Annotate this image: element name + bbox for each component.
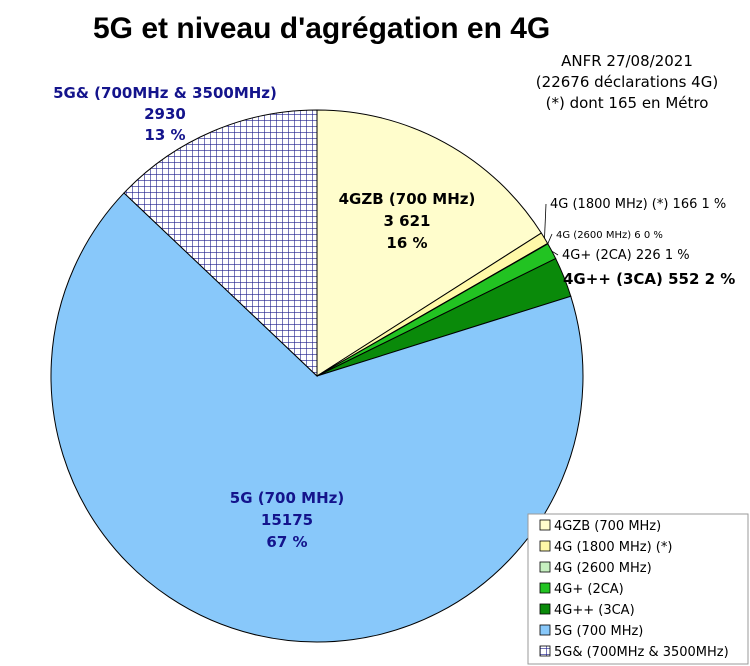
annotation: ANFR 27/08/2021 (22676 déclarations 4G) … — [536, 52, 718, 112]
slice-5g-700-mhz — [50, 192, 584, 643]
slice-label-4g-2ca-1: 4G+ (2CA) 226 1 % — [562, 248, 690, 263]
slice-label-4g-1800-mhz-1: 4G (1800 MHz) (*) 166 1 % — [550, 197, 726, 212]
leader-line-4g-2600-mhz — [547, 233, 553, 244]
leader-line-4g-2ca — [551, 250, 559, 256]
slice-label-5g-700mhz-3500mhz-3: 13 % — [144, 126, 185, 144]
legend-swatch-4g-1800-mhz — [539, 540, 551, 552]
legend-swatch-5g-700-mhz — [539, 624, 551, 636]
slice-label-5g-700-mhz-1: 5G (700 MHz) — [230, 489, 344, 507]
annotation-line-1: ANFR 27/08/2021 — [561, 52, 693, 70]
legend-swatch-4g-2ca — [539, 582, 551, 594]
legend-label-4gzb-700-mhz: 4GZB (700 MHz) — [554, 519, 661, 534]
legend-box — [527, 513, 749, 665]
slice-label-5g-700mhz-3500mhz-1: 5G& (700MHz & 3500MHz) — [53, 84, 277, 102]
slice-label-5g-700-mhz-3: 67 % — [266, 533, 307, 551]
chart-title: 5G et niveau d'agrégation en 4G — [93, 12, 550, 45]
slice-5g-700mhz-3500mhz — [123, 109, 318, 378]
slice-label-5g-700mhz-3500mhz-2: 2930 — [144, 105, 186, 123]
legend-label-4g-2600-mhz: 4G (2600 MHz) — [554, 561, 652, 576]
legend-swatch-4g-2600-mhz — [539, 561, 551, 573]
legend-swatch-5g-700mhz-3500mhz — [539, 645, 551, 657]
pie-slices — [50, 109, 584, 643]
slice-label-5g-700-mhz-2: 15175 — [261, 511, 313, 529]
legend-label-5g-700mhz-3500mhz: 5G& (700MHz & 3500MHz) — [554, 645, 729, 660]
annotation-line-2: (22676 déclarations 4G) — [536, 73, 718, 91]
legend: 4GZB (700 MHz) 4G (1800 MHz) (*) 4G (2600 … — [527, 513, 749, 665]
legend-label-5g-700-mhz: 5G (700 MHz) — [554, 624, 643, 639]
legend-swatch-4gzb-700-mhz — [539, 519, 551, 531]
slice-label-4gzb-700-mhz-1: 4GZB (700 MHz) — [339, 190, 476, 208]
slice-label-4gzb-700-mhz-2: 3 621 — [384, 212, 431, 230]
slice-labels: 4GZB (700 MHz) 3 621 16 % 4G (1800 MHz) (*)… — [53, 84, 735, 551]
slice-label-4gzb-700-mhz-3: 16 % — [386, 234, 427, 252]
legend-label-4g-1800-mhz: 4G (1800 MHz) (*) — [554, 540, 672, 555]
slice-label-4g-3ca-1: 4G++ (3CA) 552 2 % — [563, 270, 735, 288]
leader-line-4g-1800-mhz — [544, 203, 547, 239]
slice-label-4g-2600-mhz-1: 4G (2600 MHz) 6 0 % — [556, 230, 663, 241]
legend-label-4g-3ca: 4G++ (3CA) — [554, 603, 635, 618]
annotation-line-3: (*) dont 165 en Métro — [546, 94, 709, 112]
legend-label-4g-2ca: 4G+ (2CA) — [554, 582, 624, 597]
slice-4gzb-700-mhz — [316, 109, 543, 377]
legend-swatch-4g-3ca — [539, 603, 551, 615]
